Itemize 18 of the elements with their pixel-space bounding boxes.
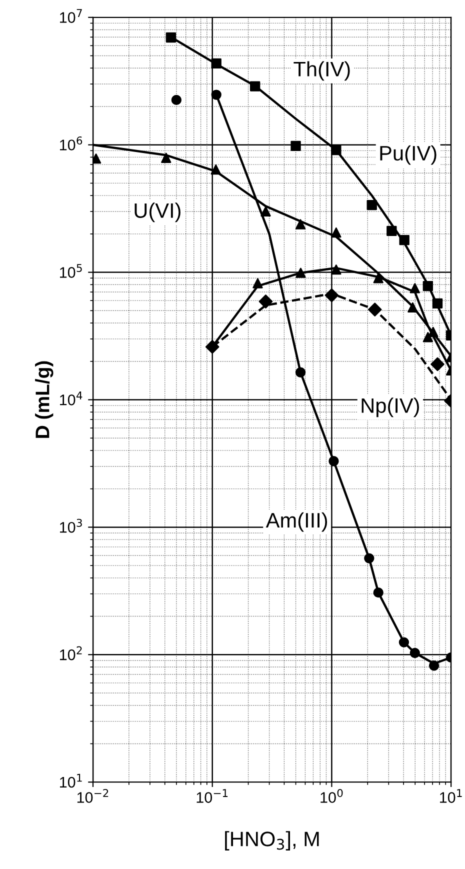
annotation: Np(IV): [362, 398, 419, 418]
x-tick-label: 10$^{0}$: [320, 788, 343, 803]
x-tick-label: 10$^{−1}$: [196, 789, 228, 803]
annotation: U(VI): [134, 202, 180, 222]
x-tick-label: 10$^{−2}$: [77, 788, 108, 803]
y-tick-label: 10$^{6}$: [60, 136, 82, 150]
y-tick-label: 10$^{1}$: [60, 774, 82, 788]
x-axis-title: [HNO$_{3}$], M: [225, 831, 319, 850]
y-tick-label: 10$^{7}$: [60, 9, 82, 23]
y-axis-title: D (mL/g): [35, 361, 54, 438]
y-tick-label: 10$^{2}$: [60, 646, 82, 660]
y-tick-label: 10$^{3}$: [60, 518, 82, 533]
y-tick-label: 10$^{5}$: [60, 264, 82, 278]
x-tick-label: 10$^{1}$: [440, 789, 462, 803]
annotation: Pu(IV): [380, 145, 436, 165]
y-tick-label: 10$^{4}$: [60, 392, 82, 406]
annotation: Th(IV): [294, 61, 350, 81]
annotation: Am(III): [266, 512, 328, 532]
